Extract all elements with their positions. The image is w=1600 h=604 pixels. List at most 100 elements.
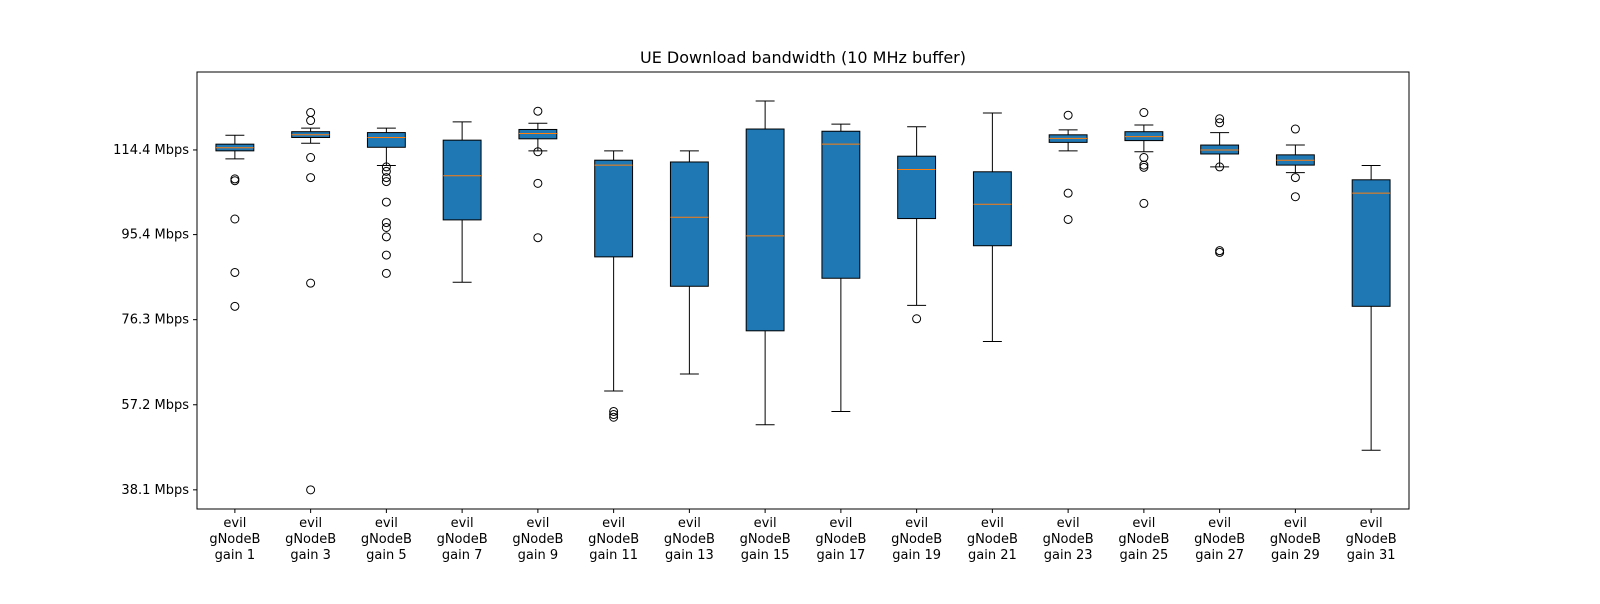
outlier-point — [1139, 162, 1149, 172]
x-tick-label-line: gain 25 — [1120, 548, 1169, 563]
box-group-4 — [442, 121, 482, 283]
x-tick-label-line: evil — [299, 516, 322, 531]
plot-area — [215, 100, 1391, 495]
box-group-5 — [518, 106, 558, 243]
outlier-point — [1139, 153, 1149, 163]
x-tick-label: evil gNodeB gain 15 — [740, 516, 791, 563]
box — [972, 171, 1012, 247]
outlier-point — [1290, 173, 1300, 183]
y-axis: 38.1 Mbps 57.2 Mbps 76.3 Mbps 95.4 Mbps 114.… — [113, 143, 197, 498]
outlier-point — [1063, 110, 1073, 120]
outlier-point — [1215, 162, 1225, 172]
y-tick-label: 114.4 Mbps — [113, 143, 189, 158]
x-tick-label: evil gNodeB gain 25 — [1118, 516, 1169, 563]
y-tick-label: 57.2 Mbps — [121, 398, 189, 413]
outlier-point — [609, 406, 619, 416]
x-tick-label-line: gain 9 — [518, 548, 558, 563]
outlier-point — [1063, 188, 1073, 198]
x-tick-label-line: gain 17 — [817, 548, 866, 563]
box-group-9 — [821, 123, 861, 412]
x-tick-label-line: evil — [1132, 516, 1155, 531]
x-tick-label-line: gNodeB — [1346, 532, 1397, 547]
outlier-point — [1139, 108, 1149, 118]
x-tick-label: evil gNodeB gain 19 — [891, 516, 942, 563]
outlier-point — [533, 178, 543, 188]
box-group-13 — [1124, 108, 1164, 208]
x-tick-label: evil gNodeB gain 23 — [1043, 516, 1094, 563]
outlier-point — [381, 162, 391, 172]
plot-frame — [196, 71, 1410, 510]
box — [669, 161, 709, 287]
y-tick-label: 95.4 Mbps — [121, 228, 189, 243]
outlier-point — [306, 116, 316, 126]
outlier-point — [230, 301, 240, 311]
x-tick-label-line: gain 19 — [892, 548, 941, 563]
x-tick-label-line: gNodeB — [967, 532, 1018, 547]
x-tick-label: evil gNodeB gain 13 — [664, 516, 715, 563]
box — [442, 139, 482, 221]
box — [821, 130, 861, 279]
x-tick-label-line: evil — [1208, 516, 1231, 531]
outlier-point — [609, 412, 619, 422]
y-tick-label: 38.1 Mbps — [121, 483, 189, 498]
x-tick-label-line: evil — [223, 516, 246, 531]
x-tick-label-line: gNodeB — [437, 532, 488, 547]
chart-title: UE Download bandwidth (10 MHz buffer) — [640, 48, 966, 67]
x-tick-label-line: gNodeB — [588, 532, 639, 547]
outlier-point — [381, 222, 391, 232]
x-tick-label-line: evil — [981, 516, 1004, 531]
x-tick-label-line: gain 23 — [1044, 548, 1093, 563]
box-group-12 — [1048, 110, 1088, 224]
outlier-point — [306, 108, 316, 118]
box-group-11 — [972, 112, 1012, 343]
x-tick-label: evil gNodeB gain 7 — [437, 516, 488, 563]
x-tick-label: evil gNodeB gain 3 — [285, 516, 336, 563]
outlier-point — [381, 218, 391, 228]
outlier-point — [306, 153, 316, 163]
x-tick-label-line: gain 13 — [665, 548, 714, 563]
outlier-point — [1290, 124, 1300, 134]
x-tick-label-line: gNodeB — [664, 532, 715, 547]
x-tick-label-line: evil — [375, 516, 398, 531]
x-tick-label-line: gNodeB — [209, 532, 260, 547]
box-group-6 — [594, 150, 634, 422]
x-tick-label-line: gNodeB — [361, 532, 412, 547]
box — [745, 128, 785, 332]
outlier-point — [1215, 247, 1225, 257]
x-tick-label: evil gNodeB gain 5 — [361, 516, 412, 563]
outlier-point — [1139, 198, 1149, 208]
x-tick-label: evil gNodeB gain 21 — [967, 516, 1018, 563]
x-tick-label: evil gNodeB gain 31 — [1346, 516, 1397, 563]
outlier-point — [306, 278, 316, 288]
box-group-7 — [669, 150, 709, 375]
outlier-point — [306, 485, 316, 495]
x-tick-label: evil gNodeB gain 29 — [1270, 516, 1321, 563]
outlier-point — [381, 177, 391, 187]
outlier-point — [381, 232, 391, 242]
outlier-point — [381, 173, 391, 183]
x-tick-label: evil gNodeB gain 11 — [588, 516, 639, 563]
x-tick-label-line: gNodeB — [815, 532, 866, 547]
x-tick-label-line: gNodeB — [512, 532, 563, 547]
x-tick-label-line: evil — [754, 516, 777, 531]
x-tick-label: evil gNodeB gain 1 — [209, 516, 260, 563]
outlier-point — [230, 214, 240, 224]
x-tick-label-line: gain 7 — [442, 548, 482, 563]
x-tick-label-line: evil — [602, 516, 625, 531]
x-tick-label-line: evil — [678, 516, 701, 531]
outlier-point — [230, 176, 240, 186]
outlier-point — [1215, 114, 1225, 124]
x-tick-label-line: evil — [905, 516, 928, 531]
x-tick-label-line: gNodeB — [1118, 532, 1169, 547]
x-tick-label-line: evil — [1057, 516, 1080, 531]
outlier-point — [381, 197, 391, 207]
outlier-point — [533, 233, 543, 243]
x-tick-label-line: evil — [451, 516, 474, 531]
outlier-point — [1139, 160, 1149, 170]
x-tick-label: evil gNodeB gain 27 — [1194, 516, 1245, 563]
x-tick-label-line: gain 21 — [968, 548, 1017, 563]
box-group-2 — [291, 108, 331, 495]
